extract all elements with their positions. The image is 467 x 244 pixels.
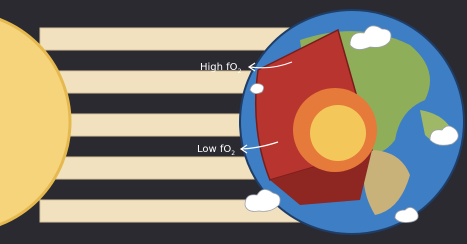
illustration: High fO2 Low fO2: [0, 0, 467, 244]
inner-core: [310, 105, 366, 161]
label-text: High fO: [200, 62, 238, 73]
page: High fO2 Low fO2 (() => { const data = J…: [0, 0, 467, 244]
label-text: Low fO: [197, 144, 231, 155]
label-subscript: 2: [238, 68, 242, 75]
label-subscript: 2: [231, 150, 235, 157]
